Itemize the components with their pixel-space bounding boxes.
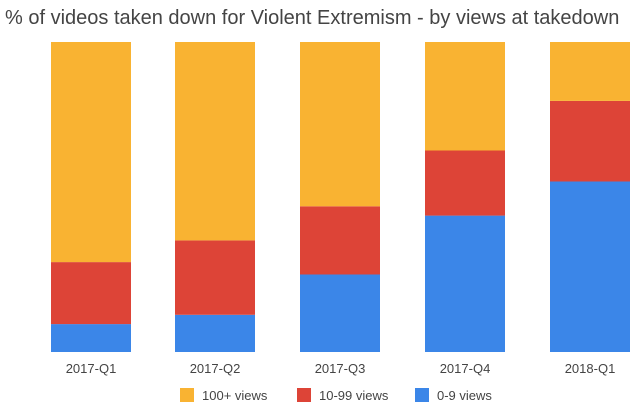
- x-tick-label: 2017-Q3: [315, 361, 366, 376]
- bar-2017-q2-10-99-views: [175, 240, 255, 315]
- bars-group: [51, 42, 630, 352]
- bar-2017-q2-0-9-views: [175, 314, 255, 352]
- legend-label-0-9-views: 0-9 views: [437, 388, 492, 403]
- bar-2017-q1-100-views: [51, 42, 131, 263]
- bar-2017-q4-10-99-views: [425, 150, 505, 216]
- bar-2017-q3-0-9-views: [300, 274, 380, 352]
- chart-title: % of videos taken down for Violent Extre…: [5, 7, 619, 29]
- bar-2018-q1-10-99-views: [550, 100, 630, 182]
- x-tick-label: 2018-Q1: [565, 361, 616, 376]
- bar-2017-q4-100-views: [425, 42, 505, 151]
- x-tick-label: 2017-Q4: [440, 361, 491, 376]
- legend-swatch-10-99-views: [297, 388, 311, 402]
- x-tick-label: 2017-Q2: [190, 361, 241, 376]
- legend-label-100-views: 100+ views: [202, 388, 268, 403]
- bar-2017-q3-10-99-views: [300, 206, 380, 275]
- bar-2017-q3-100-views: [300, 42, 380, 207]
- legend-swatch-100-views: [180, 388, 194, 402]
- bar-2017-q4-0-9-views: [425, 215, 505, 352]
- bar-2017-q1-10-99-views: [51, 262, 131, 325]
- bar-2017-q2-100-views: [175, 42, 255, 241]
- bar-2017-q1-0-9-views: [51, 324, 131, 352]
- bar-2018-q1-0-9-views: [550, 181, 630, 352]
- x-tick-label: 2017-Q1: [66, 361, 117, 376]
- legend-label-10-99-views: 10-99 views: [319, 388, 389, 403]
- bar-2018-q1-100-views: [550, 42, 630, 101]
- legend-swatch-0-9-views: [415, 388, 429, 402]
- legend: 100+ views 10-99 views 0-9 views: [180, 388, 492, 403]
- x-axis-ticks: 2017-Q1 2017-Q2 2017-Q3 2017-Q4 2018-Q1: [66, 361, 616, 376]
